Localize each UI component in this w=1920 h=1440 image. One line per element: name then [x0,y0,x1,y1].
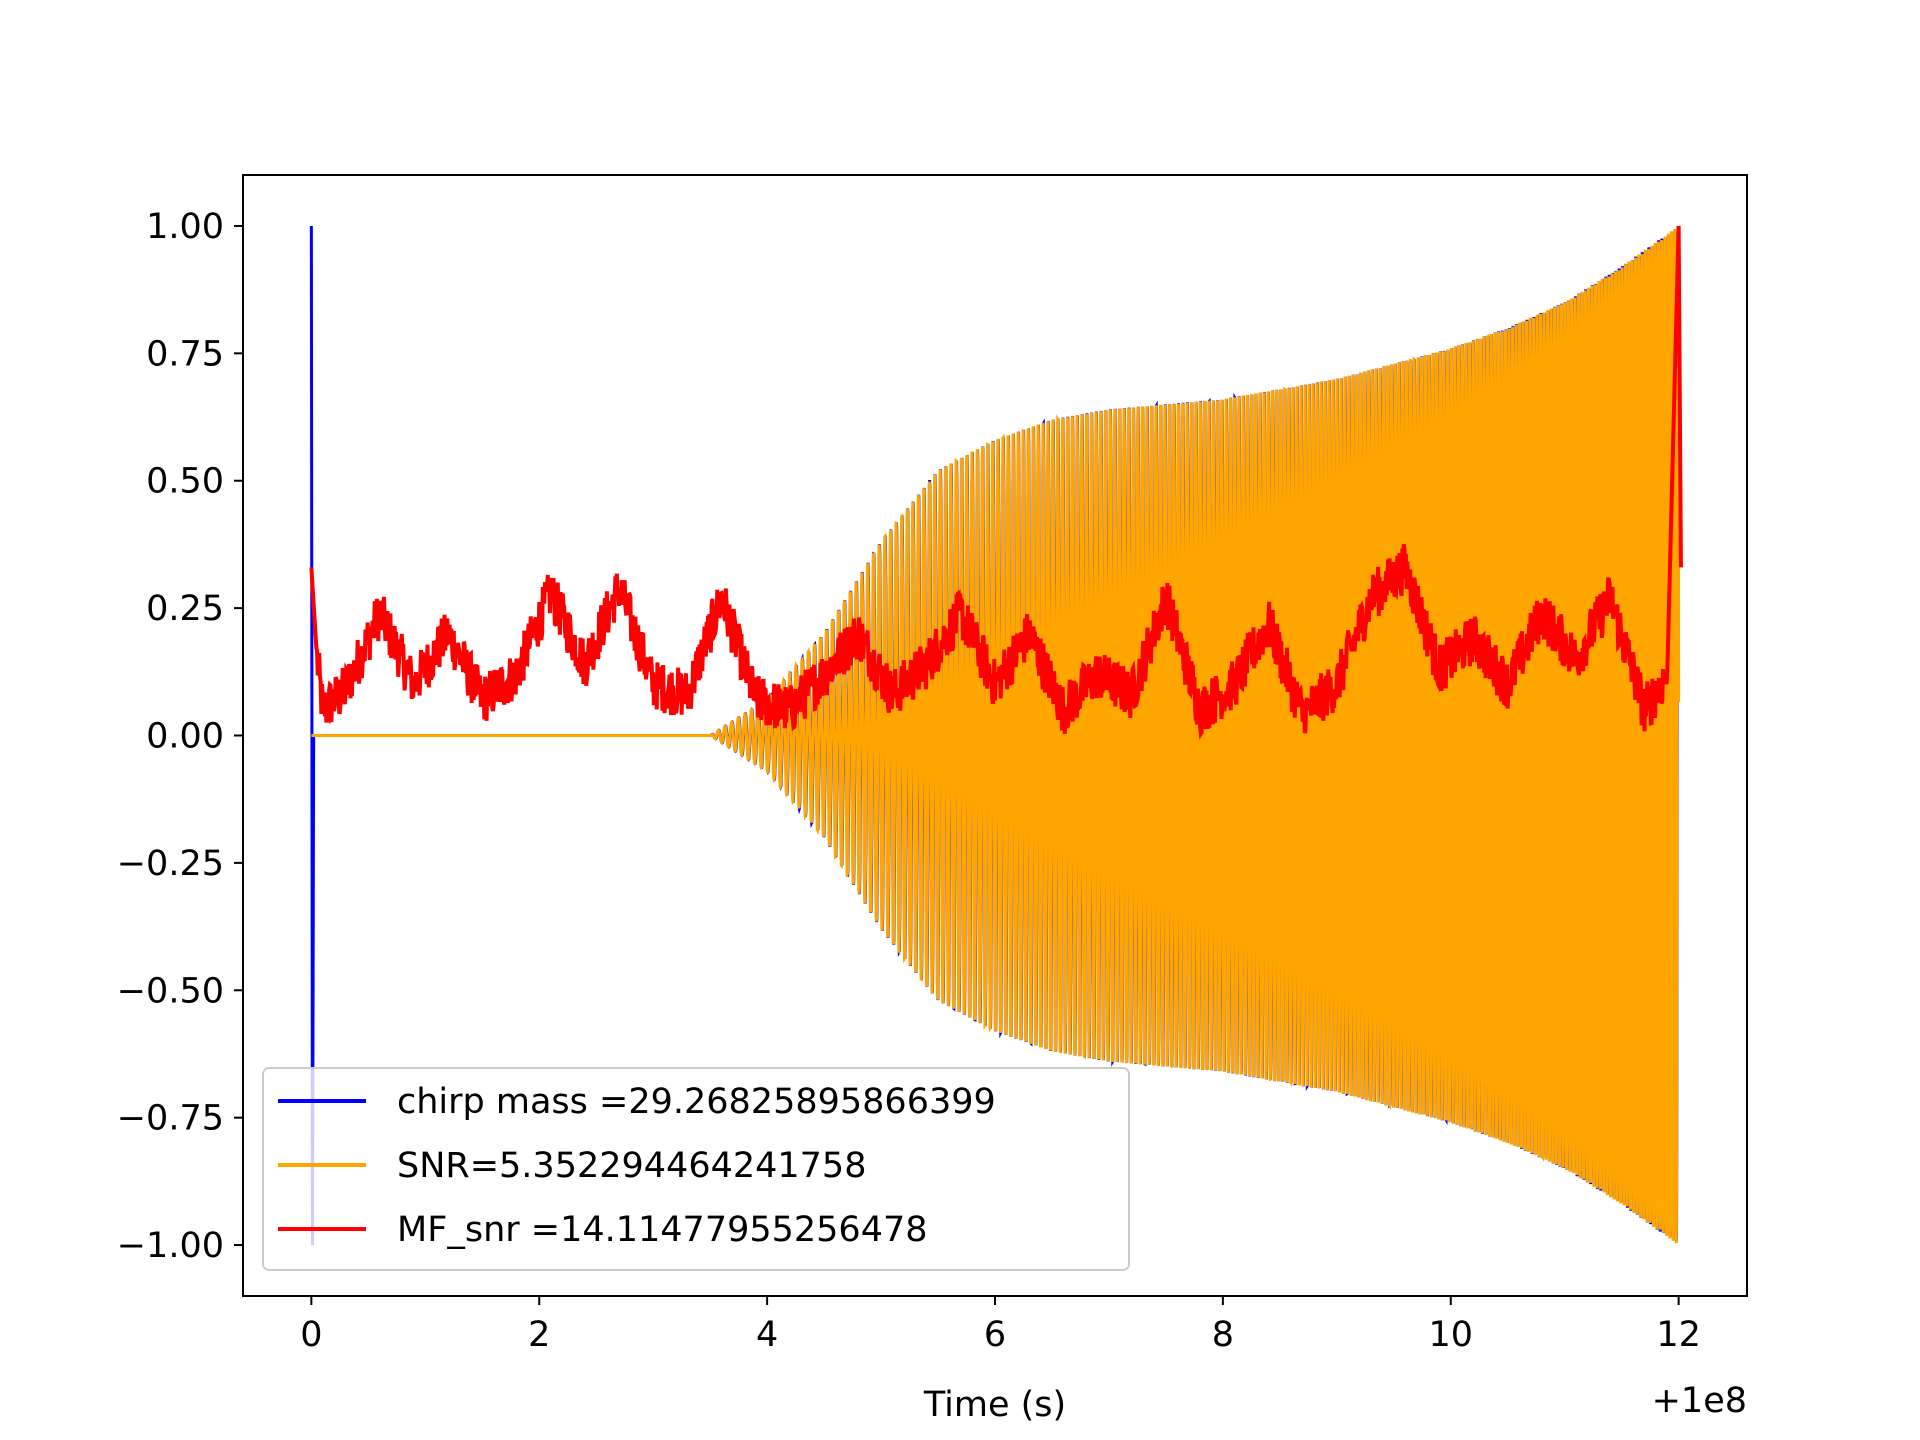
y-tick-label: 0.50 [146,462,224,502]
x-offset-label: +1e8 [1652,1381,1747,1421]
x-tick-label: 0 [300,1315,322,1355]
legend-entry: SNR=5.352294464241758 [397,1146,866,1186]
y-tick-label: 0.25 [146,589,224,629]
x-tick-label: 8 [1212,1315,1234,1355]
x-axis-label: Time (s) [923,1385,1066,1425]
y-axis: 1.00 0.75 0.50 0.25 0.00 −0.25 −0.50 −0.75 −1.00 [117,207,243,1266]
y-tick-label: 1.00 [146,207,224,247]
y-tick-label: 0.75 [146,334,224,374]
x-tick-label: 4 [756,1315,778,1355]
legend-entry: MF_snr =14.11477955256478 [397,1210,928,1250]
x-tick-label: 10 [1428,1315,1473,1355]
x-tick-label: 6 [984,1315,1006,1355]
legend: chirp mass =29.26825895866399 SNR=5.35229… [262,1067,1130,1271]
plot-area [309,225,1683,1246]
series-snr [311,226,1681,1244]
x-tick-label: 2 [528,1315,550,1355]
x-tick-label: 12 [1656,1315,1701,1355]
y-tick-label: −0.75 [117,1099,224,1139]
x-axis: 0 2 4 6 8 10 12 [300,1296,1701,1355]
y-tick-label: −0.50 [117,971,224,1011]
y-tick-label: 0.00 [146,717,224,757]
y-tick-label: −1.00 [117,1226,224,1266]
legend-box [262,1067,1130,1271]
legend-entry: chirp mass =29.26825895866399 [397,1082,996,1122]
series-mf-snr [309,225,1683,740]
y-tick-label: −0.25 [117,844,224,884]
